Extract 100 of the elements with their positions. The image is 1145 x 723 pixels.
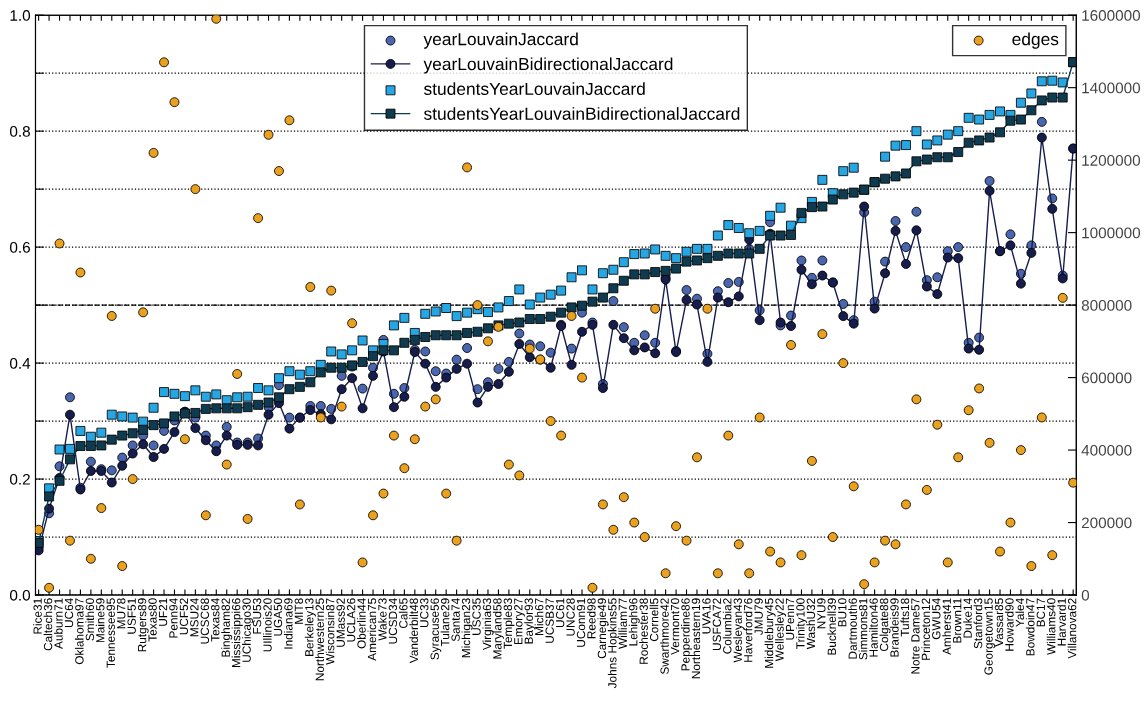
x-tick-label: UCLA26 (346, 598, 356, 642)
x-tick-label: USC35 (472, 598, 481, 635)
x-tick-label: Dartmouth6 (848, 598, 857, 659)
x-tick-label: Baylor93 (524, 598, 536, 644)
y2-tick-label: 1400000 (1082, 82, 1141, 94)
x-tick-label: Wellesley22 (775, 598, 787, 662)
x-tick-label: Maryland58 (492, 598, 504, 659)
y2-tick-label: 600000 (1081, 372, 1132, 384)
x-tick-label: Howard90 (1004, 598, 1014, 651)
x-tick-label: Rutgers89 (137, 598, 149, 652)
x-tick-label: Vanderbilt48 (409, 598, 418, 664)
x-tick-label: Bingham82 (221, 598, 233, 657)
x-tick-label: UCSC68 (200, 598, 209, 644)
x-tick-label: Oberlin44 (357, 598, 366, 649)
x-tick-label: Princeton12 (921, 598, 931, 660)
x-tick-label: NYU9 (817, 598, 826, 629)
x-tick-label: Oklahoma97 (74, 598, 84, 665)
x-tick-label: American75 (367, 598, 377, 661)
x-tick-label: BC17 (1036, 598, 1045, 627)
x-tick-label: Harvard1 (1057, 598, 1066, 646)
x-tick-label: Mich67 (534, 598, 544, 635)
x-tick-label: Temple83 (503, 598, 515, 649)
x-tick-label: Vermont70 (670, 598, 680, 655)
y2-tick-label: 1600000 (1082, 10, 1141, 21)
x-tick-label: Reed98 (586, 598, 596, 639)
x-tick-label: Bucknell39 (827, 598, 836, 655)
x-tick-label: UChicago30 (242, 598, 254, 662)
legend-label: studentsYearLouvainJaccard (423, 82, 645, 96)
x-tick-label: WashU32 (806, 598, 816, 650)
x-tick-label: Rochester38 (639, 598, 648, 664)
x-tick-label: Notre Dame57 (911, 598, 920, 674)
x-tick-label: Michigan23 (461, 598, 473, 658)
x-tick-label: Stanford3 (973, 598, 983, 649)
x-tick-label: FSU53 (252, 598, 262, 634)
x-tick-label: Bowdoin47 (1025, 598, 1035, 656)
x-tick-label: Cornell5 (649, 598, 659, 642)
x-tick-label: USFCA72 (712, 598, 722, 651)
x-tick-label: Amherst41 (942, 598, 951, 655)
x-tick-label: Virginia63 (482, 598, 494, 651)
y-tick-label: 0.6 (9, 241, 30, 253)
x-tick-label: William77 (618, 598, 627, 649)
y2-tick-label: 400000 (1081, 444, 1132, 456)
x-tick-label: Williams40 (1046, 598, 1056, 655)
x-tick-label: Wake73 (377, 598, 387, 641)
y2-tick-label: 1000000 (1082, 227, 1141, 239)
x-tick-label: UC64 (64, 598, 74, 628)
x-tick-label: Berkeley13 (304, 598, 316, 656)
x-tick-label: MU78 (117, 598, 126, 629)
x-tick-label: UF21 (158, 598, 168, 626)
x-tick-label: Carnegie49 (597, 598, 609, 659)
x-tick-label: Northeastern19 (691, 598, 701, 679)
x-tick-label: Maine59 (95, 598, 105, 643)
y-tick-label: 0.0 (9, 589, 31, 601)
y-tick-label: 0.2 (9, 473, 30, 485)
x-tick-label: Vassar85 (994, 598, 1004, 647)
x-tick-label: UGA50 (273, 598, 283, 636)
x-tick-label: BU10 (838, 598, 847, 627)
x-tick-label: UCSD34 (388, 598, 398, 644)
legend-label: studentsYearLouvainBidirectionalJaccard (423, 107, 740, 120)
x-tick-label: Wisconsin87 (325, 598, 335, 665)
x-tick-label: Santa74 (451, 598, 460, 642)
x-tick-label: Tufts18 (900, 598, 910, 637)
y2-tick-label: 1200000 (1082, 155, 1141, 166)
x-tick-label: UC33 (420, 598, 429, 628)
legend-label: edges (1012, 32, 1059, 49)
y2-tick-label: 800000 (1081, 299, 1132, 311)
y-tick-label: 0.8 (9, 126, 30, 137)
x-tick-label: UCSB37 (545, 598, 554, 643)
x-tick-label: Swarthmore42 (660, 598, 669, 675)
x-tick-label: UCF52 (179, 598, 189, 635)
x-tick-label: Smith60 (85, 598, 95, 641)
x-tick-label: Colgate88 (879, 598, 891, 652)
x-tick-label: UMass92 (336, 598, 345, 647)
x-tick-label: Georgetown15 (984, 598, 996, 675)
x-tick-label: Texas84 (211, 598, 220, 642)
x-tick-label: Emory27 (514, 598, 525, 645)
x-tick-label: Indiana69 (283, 598, 293, 649)
y2-tick-label: 0 (1081, 589, 1090, 601)
x-tick-label: Pepperdine86 (681, 598, 693, 671)
legend-label: yearLouvainBidirectionalJaccard (423, 57, 673, 74)
x-tick-label: Brown11 (953, 598, 962, 643)
x-tick-label: Cal65 (398, 598, 408, 629)
x-tick-label: Hamilton46 (869, 598, 878, 657)
x-tick-label: Villanova62 (1067, 598, 1077, 659)
x-tick-label: Lehigh96 (628, 598, 640, 646)
x-tick-label: GWU54 (932, 598, 941, 640)
x-tick-label: Rice31 (33, 598, 42, 634)
x-tick-label: Brandeis99 (890, 598, 899, 657)
x-tick-label: UPenn7 (785, 598, 795, 640)
y-tick-label: 1.0 (10, 10, 31, 21)
y-tick-label: 0.4 (9, 357, 31, 369)
x-tick-label: UC61 (555, 598, 565, 628)
y2-tick-label: 200000 (1081, 517, 1132, 529)
x-tick-label: Duke14 (963, 598, 972, 638)
x-tick-label: Tulane29 (440, 598, 450, 647)
x-tick-label: Texas80 (148, 598, 157, 642)
x-tick-label: UConn91 (576, 598, 586, 647)
x-tick-label: Haverford76 (743, 598, 753, 662)
x-tick-label: UNC28 (566, 598, 575, 636)
x-tick-label: Columbia2 (722, 598, 732, 654)
